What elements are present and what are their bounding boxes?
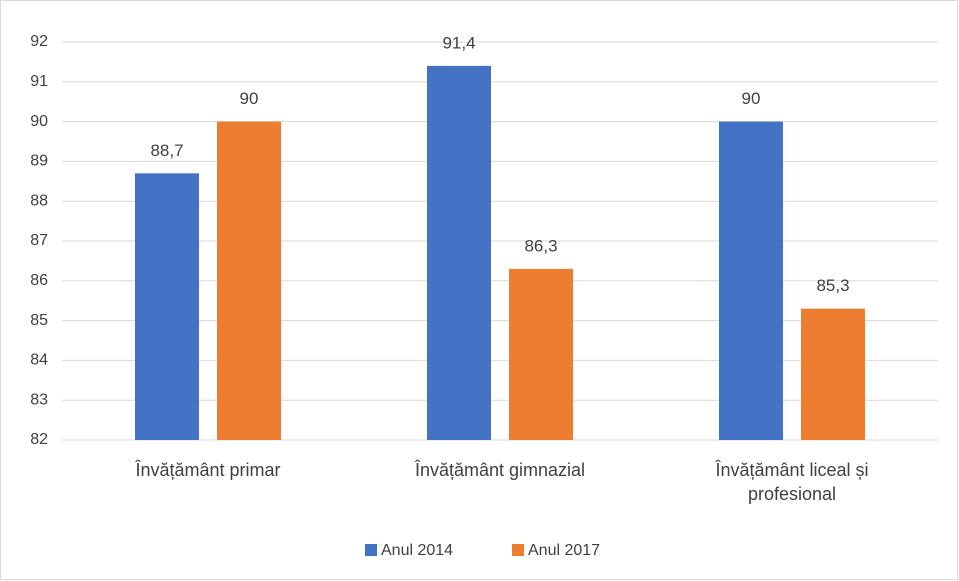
x-tick-label: Învățământ primar [135, 460, 281, 480]
bar [801, 308, 865, 440]
data-label: 91,4 [442, 33, 475, 52]
bar [509, 268, 573, 440]
data-label: 90 [742, 89, 761, 108]
y-tick-label: 82 [30, 431, 48, 448]
y-tick-label: 84 [30, 352, 48, 369]
y-tick-label: 83 [30, 391, 48, 408]
data-label: 90 [240, 89, 259, 108]
x-tick-label: Învățământ gimnazial [414, 460, 586, 480]
y-tick-label: 89 [30, 153, 48, 170]
y-tick-label: 88 [30, 192, 48, 209]
y-tick-label: 90 [30, 113, 48, 130]
y-tick-label: 87 [30, 232, 48, 249]
data-label: 88,7 [150, 141, 183, 160]
data-label: 86,3 [524, 236, 557, 255]
bar [427, 65, 491, 440]
y-tick-label: 92 [30, 33, 48, 50]
bar [217, 121, 281, 440]
y-tick-label: 86 [30, 272, 48, 289]
legend-label: Anul 2017 [528, 542, 600, 559]
y-tick-label: 91 [30, 73, 48, 90]
bar [719, 121, 783, 440]
data-label: 85,3 [816, 276, 849, 295]
legend-swatch [365, 544, 377, 556]
legend-swatch [512, 544, 524, 556]
y-tick-label: 85 [30, 312, 48, 329]
x-tick-label: Învățământ liceal și profesional [715, 460, 869, 504]
legend-label: Anul 2014 [381, 542, 453, 559]
bar [135, 173, 199, 440]
